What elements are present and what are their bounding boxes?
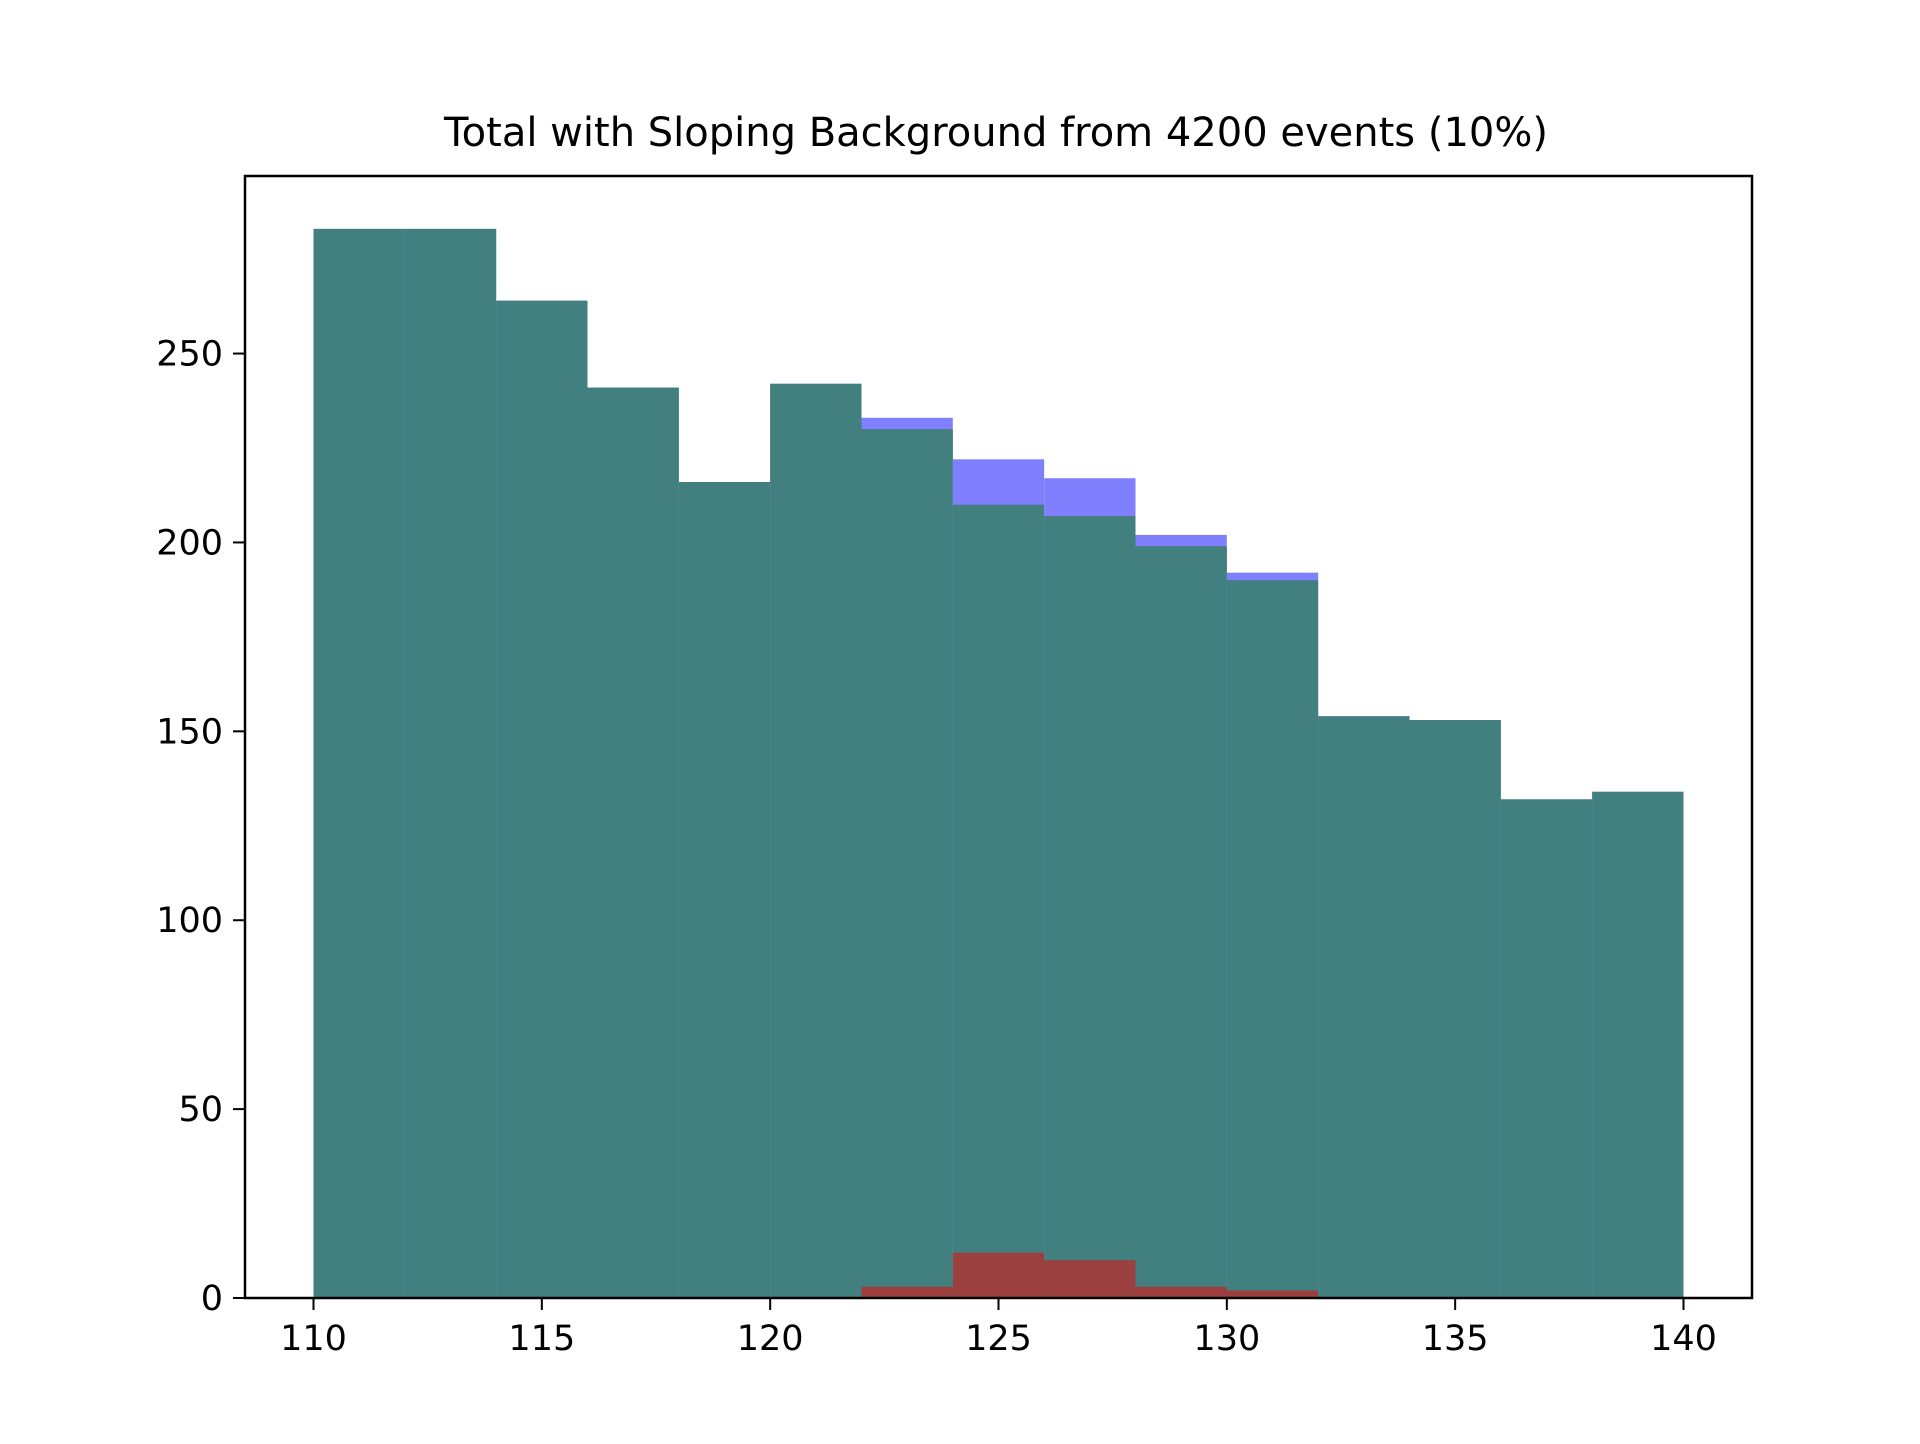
y-tick-label: 100: [156, 901, 223, 941]
bar-series-1-bin-1: [404, 228, 497, 1298]
bar-series-1-bin-4: [678, 482, 771, 1298]
x-tick-label: 130: [1193, 1319, 1260, 1359]
y-tick-label: 50: [178, 1090, 223, 1130]
y-tick-label: 0: [201, 1279, 223, 1319]
bar-series-2-bin-7: [952, 1252, 1045, 1298]
x-tick-label: 120: [737, 1319, 804, 1359]
bar-series-2-bin-9: [1135, 1286, 1227, 1298]
x-tick-label: 140: [1650, 1319, 1717, 1359]
bar-series-1-bin-8: [1044, 516, 1136, 1298]
y-tick-label: 150: [156, 712, 223, 752]
y-tick-label: 250: [156, 335, 223, 375]
bar-series-1-bin-0: [313, 228, 405, 1298]
bar-series-1-bin-9: [1135, 546, 1227, 1298]
bar-series-1-bin-14: [1592, 791, 1684, 1298]
x-tick-label: 110: [280, 1319, 347, 1359]
bar-series-1-bin-11: [1318, 716, 1410, 1298]
x-tick-label: 125: [965, 1319, 1032, 1359]
bar-series-1-bin-2: [496, 300, 588, 1298]
x-tick-label: 115: [508, 1319, 575, 1359]
bar-series-2-bin-6: [861, 1286, 953, 1298]
bar-series-1-bin-6: [861, 429, 953, 1298]
y-tick-label: 200: [156, 523, 223, 563]
bar-series-1-bin-10: [1226, 580, 1319, 1298]
bar-series-1-bin-5: [770, 383, 862, 1298]
bar-series-2-bin-10: [1226, 1290, 1319, 1298]
x-axis-ticks: 110 115 120 125 130 135 140: [280, 1298, 1717, 1359]
x-tick-label: 135: [1422, 1319, 1489, 1359]
bar-series-2-bin-8: [1044, 1260, 1136, 1298]
chart-title: Total with Sloping Background from 4200 …: [443, 110, 1548, 156]
bar-series-1-bin-3: [587, 387, 679, 1298]
bar-series-1-bin-7: [952, 504, 1045, 1298]
y-axis-ticks: 0 50 100 150 200 250: [156, 335, 245, 1319]
bar-series-1-bin-13: [1500, 799, 1593, 1298]
bars-layer: [313, 228, 1684, 1299]
bar-series-1-bin-12: [1409, 720, 1501, 1298]
